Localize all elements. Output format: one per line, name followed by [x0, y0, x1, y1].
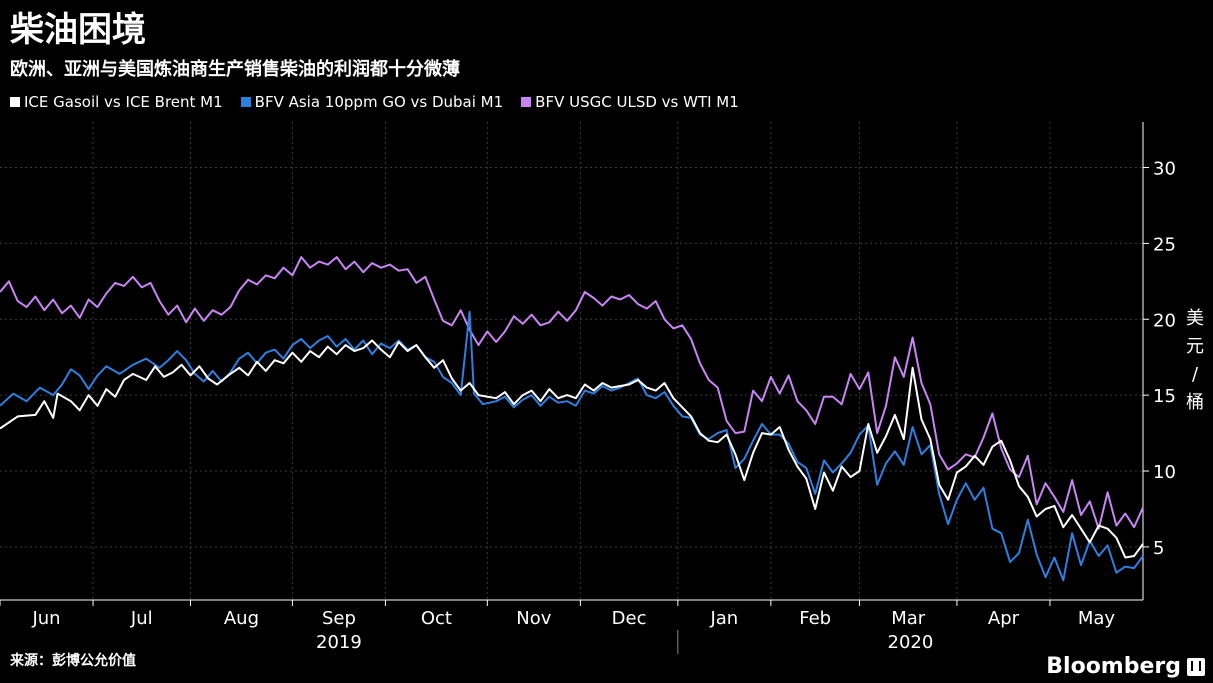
legend-label: BFV USGC ULSD vs WTI M1 — [535, 93, 739, 111]
series-line-usgc — [0, 256, 1144, 530]
legend-swatch-white — [10, 97, 20, 107]
x-month-label: Nov — [516, 608, 551, 629]
y-axis-unit: 美 元 / 桶 — [1186, 305, 1204, 417]
x-year-label: 2019 — [316, 632, 362, 653]
y-unit-char: 美 — [1186, 308, 1204, 329]
y-tick-label: 25 — [1153, 234, 1176, 255]
legend-swatch-purple — [521, 97, 532, 107]
series-line-gasoil — [0, 339, 1144, 559]
x-year-label: 2020 — [888, 632, 934, 653]
chart-subtitle: 欧洲、亚洲与美国炼油商生产销售柴油的利润都十分微薄 — [10, 59, 460, 80]
legend-item-asia: BFV Asia 10ppm GO vs Dubai M1 — [240, 92, 504, 112]
x-month-label: Apr — [988, 608, 1020, 629]
legend-label: ICE Gasoil vs ICE Brent M1 — [24, 93, 223, 111]
y-unit-char: / — [1191, 364, 1199, 385]
source-note: 来源：彭博公允价值 — [10, 653, 136, 669]
x-month-label: Sep — [322, 608, 356, 629]
logo-text: Bloomberg — [1046, 654, 1181, 679]
x-month-label: Feb — [799, 608, 831, 629]
y-tick-label: 15 — [1153, 386, 1176, 407]
x-month-label: May — [1078, 608, 1116, 629]
series-line-asia — [0, 310, 1144, 582]
y-unit-char: 桶 — [1186, 392, 1204, 413]
x-month-label: Jul — [130, 608, 153, 629]
legend-swatch-blue — [240, 97, 251, 107]
y-unit-char: 元 — [1186, 336, 1204, 357]
y-tick-label: 5 — [1153, 538, 1164, 559]
x-month-label: Aug — [224, 608, 259, 629]
legend-item-gasoil: ICE Gasoil vs ICE Brent M1 — [10, 92, 223, 112]
x-month-label: Mar — [891, 608, 926, 629]
legend-item-usgc: BFV USGC ULSD vs WTI M1 — [521, 92, 739, 112]
legend: ICE Gasoil vs ICE Brent M1 BFV Asia 10pp… — [10, 92, 739, 112]
x-month-label: Dec — [612, 608, 647, 629]
x-month-label: Jun — [31, 608, 60, 629]
legend-label: BFV Asia 10ppm GO vs Dubai M1 — [254, 93, 504, 111]
y-tick-label: 10 — [1153, 462, 1176, 483]
chart-title: 柴油困境 — [10, 10, 146, 50]
bloomberg-logo: Bloomberg — [1046, 654, 1205, 679]
bloomberg-terminal-icon — [1187, 657, 1205, 676]
y-tick-label: 30 — [1153, 159, 1176, 180]
y-tick-label: 20 — [1153, 310, 1176, 331]
x-month-label: Jan — [709, 608, 738, 629]
x-month-label: Oct — [421, 608, 452, 629]
